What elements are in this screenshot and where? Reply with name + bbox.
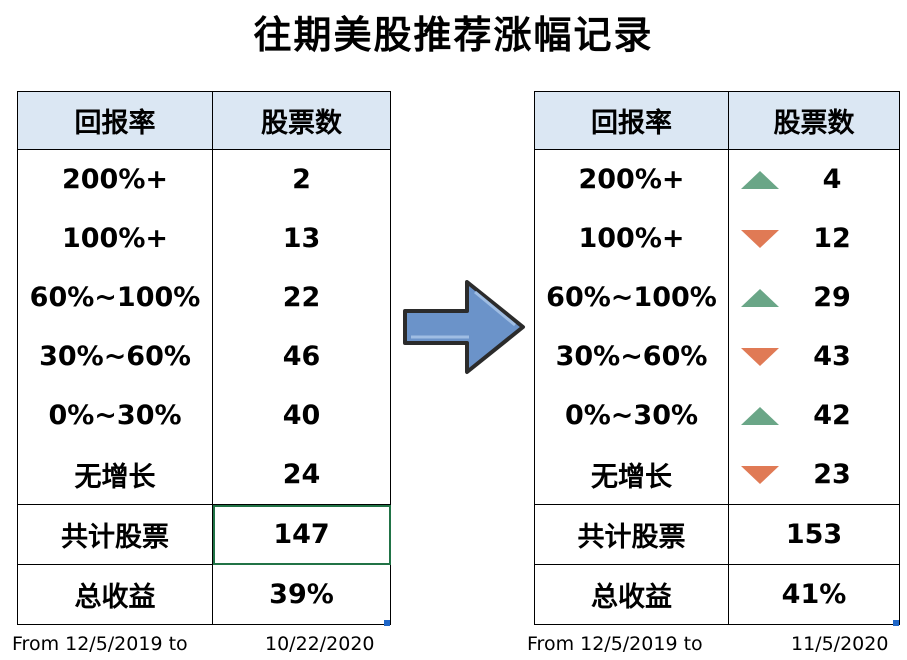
table-row: 无增长 23 (534, 445, 900, 505)
range-cell[interactable]: 无增长 (534, 445, 729, 505)
count-cell[interactable]: 13 (212, 209, 391, 268)
count-cell[interactable]: 22 (212, 268, 391, 327)
table-row: 60%~100% 22 (17, 268, 391, 327)
count-cell[interactable]: 40 (212, 386, 391, 445)
fill-handle-corner[interactable] (384, 620, 390, 626)
count-value: 23 (813, 459, 851, 490)
table-header-row: 回报率 股票数 (17, 91, 391, 150)
table-row: 200%+ 4 (534, 149, 900, 209)
table-row: 100%+ 13 (17, 209, 391, 268)
total-return-row: 总收益 41% (534, 564, 900, 625)
range-cell[interactable]: 无增长 (17, 445, 213, 505)
total-return-value[interactable]: 39% (212, 564, 391, 625)
triangle-down-icon (741, 465, 779, 484)
range-cell[interactable]: 200%+ (534, 149, 729, 209)
total-stocks-label[interactable]: 共计股票 (534, 504, 729, 565)
header-return-rate: 回报率 (534, 91, 729, 150)
total-return-label[interactable]: 总收益 (17, 564, 213, 625)
total-stocks-value[interactable]: 147 (212, 504, 391, 565)
total-stocks-value[interactable]: 153 (728, 504, 900, 565)
range-cell[interactable]: 100%+ (17, 209, 213, 268)
count-cell[interactable]: 12 (728, 209, 900, 268)
page-title: 往期美股推荐涨幅记录 (253, 13, 654, 57)
range-cell[interactable]: 30%~60% (534, 327, 729, 386)
count-cell[interactable]: 24 (212, 445, 391, 505)
right-footer-to: 11/5/2020 (791, 633, 889, 655)
total-return-value[interactable]: 41% (728, 564, 900, 625)
count-value: 29 (813, 282, 851, 313)
table-header-row: 回报率 股票数 (534, 91, 900, 150)
triangle-down-icon (741, 347, 779, 366)
header-return-rate: 回报率 (17, 91, 213, 150)
right-summary-table: 回报率 股票数 200%+ 4 100%+ 12 60%~100% 29 30%… (534, 91, 900, 625)
total-return-row: 总收益 39% (17, 564, 391, 625)
count-cell[interactable]: 4 (728, 149, 900, 209)
table-row: 30%~60% 43 (534, 327, 900, 386)
left-footer-from: From 12/5/2019 to (12, 633, 188, 655)
table-row: 30%~60% 46 (17, 327, 391, 386)
total-return-label[interactable]: 总收益 (534, 564, 729, 625)
table-row: 60%~100% 29 (534, 268, 900, 327)
count-value: 4 (822, 164, 842, 195)
triangle-up-icon (741, 288, 779, 307)
count-cell[interactable]: 43 (728, 327, 900, 386)
count-value: 42 (813, 400, 851, 431)
range-cell[interactable]: 100%+ (534, 209, 729, 268)
table-row: 200%+ 2 (17, 149, 391, 209)
left-footer-to: 10/22/2020 (265, 633, 375, 655)
triangle-down-icon (741, 229, 779, 248)
table-row: 100%+ 12 (534, 209, 900, 268)
count-cell[interactable]: 46 (212, 327, 391, 386)
table-row: 0%~30% 42 (534, 386, 900, 445)
total-stocks-label[interactable]: 共计股票 (17, 504, 213, 565)
range-cell[interactable]: 60%~100% (534, 268, 729, 327)
triangle-up-icon (741, 406, 779, 425)
table-row: 0%~30% 40 (17, 386, 391, 445)
right-arrow-icon (403, 280, 525, 374)
count-cell[interactable]: 23 (728, 445, 900, 505)
range-cell[interactable]: 0%~30% (17, 386, 213, 445)
range-cell[interactable]: 60%~100% (17, 268, 213, 327)
range-cell[interactable]: 0%~30% (534, 386, 729, 445)
right-footer-from: From 12/5/2019 to (527, 633, 703, 655)
range-cell[interactable]: 30%~60% (17, 327, 213, 386)
range-cell[interactable]: 200%+ (17, 149, 213, 209)
fill-handle-corner[interactable] (893, 620, 899, 626)
header-stock-count: 股票数 (728, 91, 900, 150)
count-cell[interactable]: 2 (212, 149, 391, 209)
left-summary-table: 回报率 股票数 200%+ 2 100%+ 13 60%~100% 22 30%… (17, 91, 391, 625)
count-cell[interactable]: 29 (728, 268, 900, 327)
count-value: 12 (813, 223, 851, 254)
count-value: 43 (813, 341, 851, 372)
total-stocks-row: 共计股票 153 (534, 504, 900, 565)
header-stock-count: 股票数 (212, 91, 391, 150)
count-cell[interactable]: 42 (728, 386, 900, 445)
triangle-up-icon (741, 170, 779, 189)
table-row: 无增长 24 (17, 445, 391, 505)
total-stocks-row: 共计股票 147 (17, 504, 391, 565)
